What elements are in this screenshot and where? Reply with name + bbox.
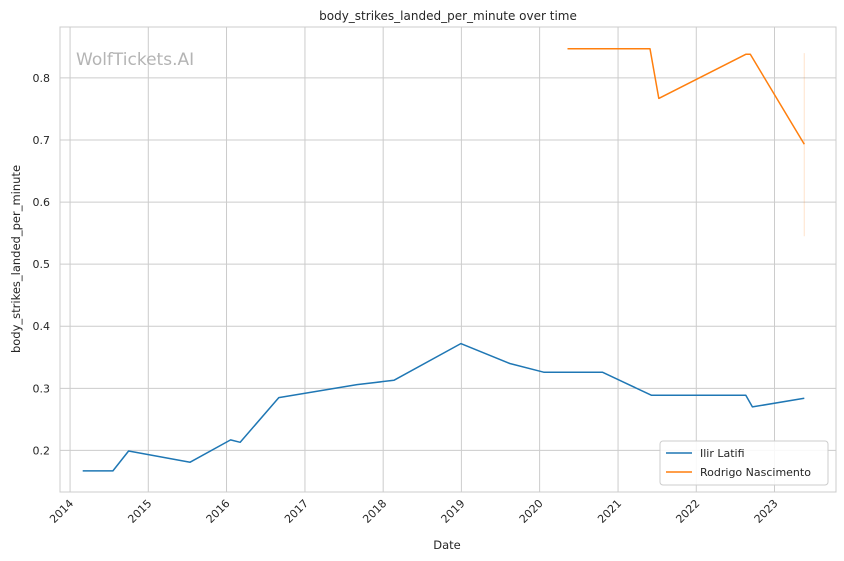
x-tick-label-2023: 2023 xyxy=(752,497,781,526)
y-axis-label: body_strikes_landed_per_minute xyxy=(9,165,23,353)
y-tick-label-0.6: 0.6 xyxy=(33,196,51,209)
legend-label-rodrigo-nascimento: Rodrigo Nascimento xyxy=(700,466,811,479)
y-tick-label-0.8: 0.8 xyxy=(33,72,51,85)
x-tick-label-2021: 2021 xyxy=(595,497,624,526)
x-tick-label-2018: 2018 xyxy=(360,497,389,526)
x-tick-label-2016: 2016 xyxy=(204,497,233,526)
x-tick-label-2022: 2022 xyxy=(673,497,702,526)
x-tick-labels: 2014 2015 2016 2017 2018 2019 2020 2021 2022 2023 xyxy=(47,497,780,526)
x-tick-label-2015: 2015 xyxy=(125,497,154,526)
series-line-ilir-latifi xyxy=(82,342,805,472)
chart-title: body_strikes_landed_per_minute over time xyxy=(319,9,577,23)
y-tick-label-0.3: 0.3 xyxy=(33,382,51,395)
legend: Ilir Latifi Rodrigo Nascimento xyxy=(659,440,829,486)
x-gridlines xyxy=(69,27,775,492)
legend-label-ilir-latifi: Ilir Latifi xyxy=(700,447,745,460)
y-tick-label-0.7: 0.7 xyxy=(33,134,51,147)
legend-box xyxy=(659,440,829,486)
watermark: WolfTickets.AI xyxy=(76,50,194,70)
series-layer xyxy=(82,47,805,472)
y-tick-label-0.2: 0.2 xyxy=(33,444,51,457)
plot-frame xyxy=(59,26,837,493)
x-axis-label: Date xyxy=(433,538,461,552)
x-tick-label-2019: 2019 xyxy=(439,497,468,526)
plot-background xyxy=(60,27,836,492)
y-tick-label-0.5: 0.5 xyxy=(33,258,51,271)
x-tick-label-2017: 2017 xyxy=(282,497,311,526)
x-tick-label-2014: 2014 xyxy=(47,497,76,526)
x-tick-label-2020: 2020 xyxy=(517,497,546,526)
y-gridlines xyxy=(60,77,836,451)
y-tick-label-0.4: 0.4 xyxy=(33,320,51,333)
series-line-rodrigo-nascimento xyxy=(567,47,805,145)
y-tick-labels: 0.2 0.3 0.4 0.5 0.6 0.7 0.8 xyxy=(33,72,51,457)
